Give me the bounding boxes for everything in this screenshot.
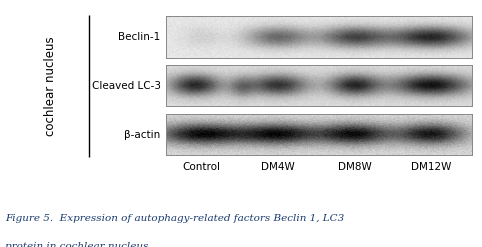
Text: DM4W: DM4W bbox=[261, 162, 295, 171]
Text: Control: Control bbox=[183, 162, 220, 171]
Text: β-actin: β-actin bbox=[124, 130, 161, 140]
Text: DM8W: DM8W bbox=[338, 162, 372, 171]
Text: protein in cochlear nucleus.: protein in cochlear nucleus. bbox=[5, 242, 151, 247]
Text: Figure 5.  Expression of autophagy-related factors Beclin 1, LC3: Figure 5. Expression of autophagy-relate… bbox=[5, 214, 344, 223]
Text: cochlear nucleus: cochlear nucleus bbox=[44, 36, 57, 136]
Text: Beclin-1: Beclin-1 bbox=[118, 32, 161, 42]
Text: DM12W: DM12W bbox=[411, 162, 451, 171]
Text: Cleaved LC-3: Cleaved LC-3 bbox=[92, 81, 161, 91]
